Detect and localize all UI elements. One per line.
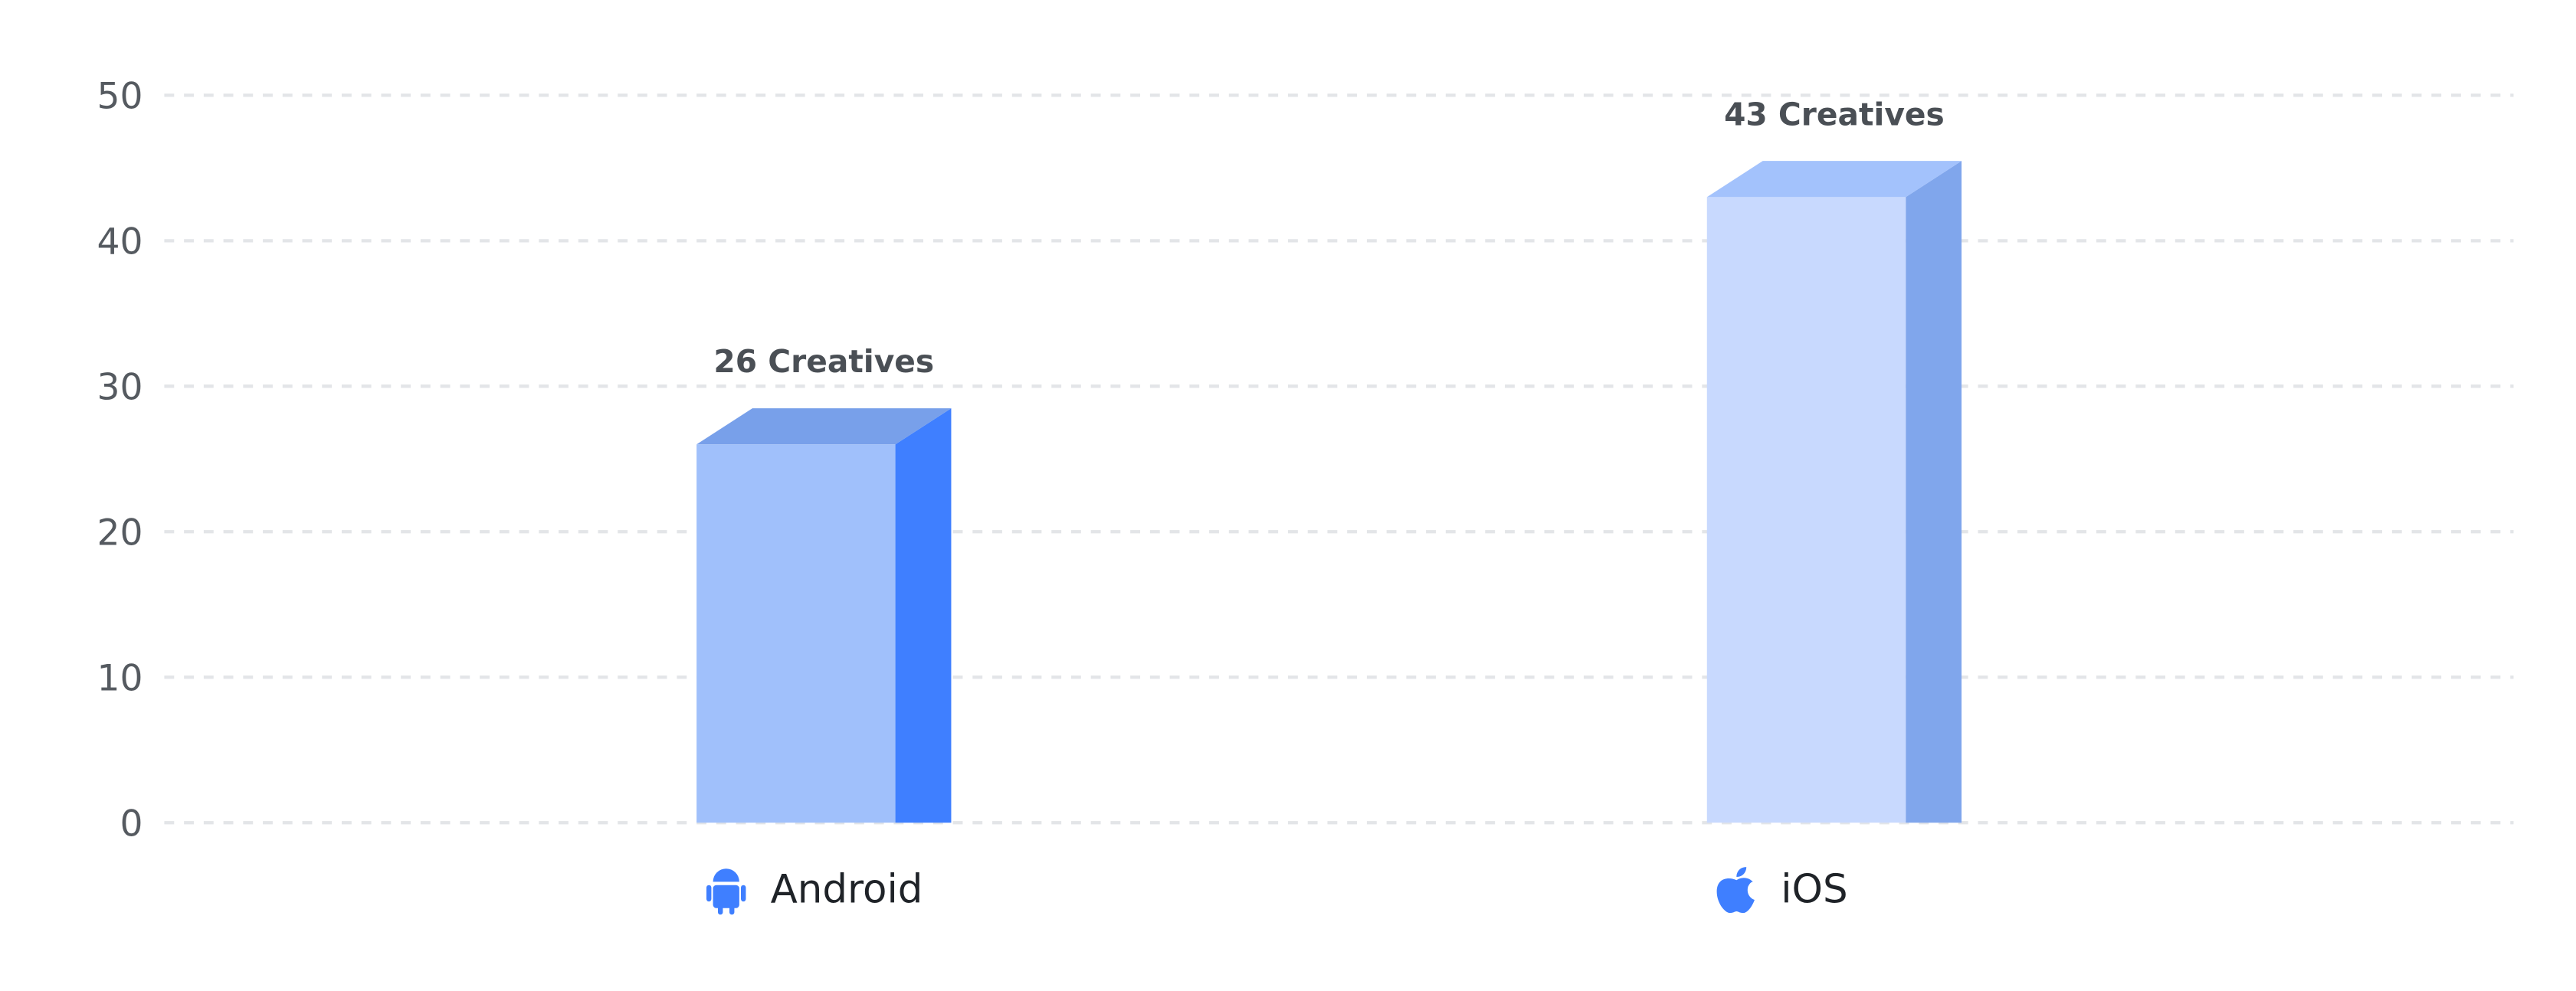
y-tick-label: 40: [97, 221, 143, 263]
android-icon-leg: [729, 904, 735, 915]
bar: [1706, 197, 1906, 823]
bar-side: [1906, 161, 1962, 823]
android-icon-head: [713, 868, 739, 882]
value-label: 26 Creatives: [713, 343, 934, 380]
x-tick-label: Android: [771, 866, 923, 912]
android-icon-arm: [741, 885, 746, 902]
android-icon-arm: [706, 885, 712, 902]
category-icon: [706, 868, 746, 915]
android-icon-body: [713, 885, 739, 908]
bar: [696, 444, 896, 823]
apple-icon: [1716, 867, 1755, 914]
y-tick-label: 10: [97, 658, 143, 700]
y-tick-label: 50: [97, 76, 143, 118]
value-label: 43 Creatives: [1724, 96, 1945, 132]
y-tick-label: 0: [120, 803, 143, 845]
x-tick-label: iOS: [1781, 866, 1847, 912]
y-tick-label: 20: [97, 512, 143, 554]
bar-top: [696, 408, 952, 445]
bar-side: [895, 408, 952, 823]
bar-top: [1706, 161, 1962, 198]
category-icon: [1716, 867, 1755, 914]
android-icon-leg: [717, 904, 723, 915]
y-tick-label: 30: [97, 367, 143, 409]
